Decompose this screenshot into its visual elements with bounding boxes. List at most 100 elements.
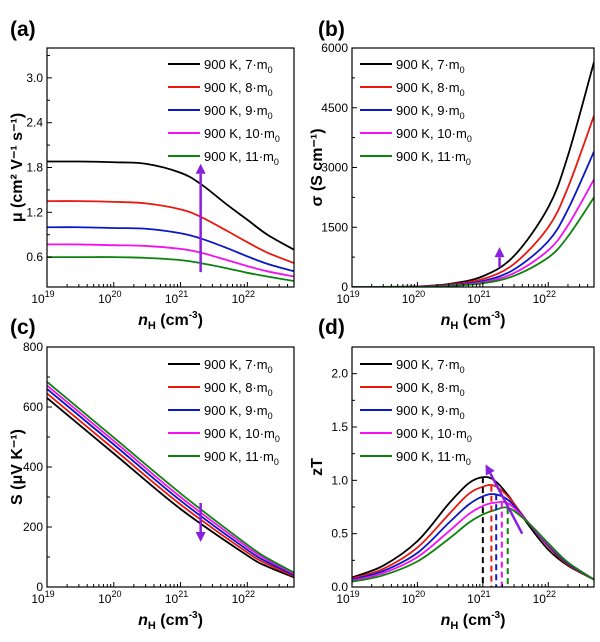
trend-arrow xyxy=(489,472,524,535)
y-tick-label: 3000 xyxy=(321,161,348,175)
legend: 900 K, 7·m0 900 K, 8·m0 900 K, 9·m0 900 K, … xyxy=(360,357,472,467)
y-tick-label: 0 xyxy=(36,580,43,594)
series-line-2 xyxy=(47,200,294,264)
series-group xyxy=(47,381,294,579)
y-axis-title: σ (S cm⁻¹) xyxy=(309,128,326,206)
series-line-3 xyxy=(47,388,294,576)
plot-frame xyxy=(351,47,595,288)
series-line-1 xyxy=(352,476,594,581)
y-tick-label: 200 xyxy=(23,520,43,534)
series-line-4 xyxy=(47,384,294,575)
panel-label: (a) xyxy=(10,18,36,41)
panel-a: (a) 1019 1020 1021 1022 0.6 1.2 1.8 2.4 3.0 nH (cm… xyxy=(9,18,295,332)
y-tick-label: 4500 xyxy=(321,101,348,115)
series-line-1 xyxy=(352,61,594,287)
legend: 900 K, 7·m0 900 K, 8·m0 900 K, 9·m0 900 K, … xyxy=(168,57,280,167)
y-tick-label: 1.0 xyxy=(331,473,348,487)
panel-label: (d) xyxy=(318,316,345,339)
y-tick-label: 0.0 xyxy=(331,580,348,594)
x-tick-label: 1019 xyxy=(31,289,54,306)
y-tick-label: 600 xyxy=(23,400,43,414)
series-line-1 xyxy=(47,397,294,579)
x-tick-label: 1019 xyxy=(31,589,54,606)
y-tick-label: 0 xyxy=(341,280,348,294)
y-tick-label: 800 xyxy=(23,340,43,354)
x-axis-title: nH (cm-3) xyxy=(441,610,506,632)
trend-arrow-head xyxy=(195,532,206,542)
legend-entry-2: 900 K, 8·m0 xyxy=(204,380,273,398)
panel-b: (b) 1019 1020 1021 1022 0 1500 3000 4500 6000 nH (… xyxy=(309,18,595,332)
x-tick-label: 1021 xyxy=(467,289,490,306)
y-axis-title: μ (cm² V⁻¹ s⁻¹) xyxy=(9,113,26,222)
legend-entry-5: 900 K, 11·m0 xyxy=(204,449,279,467)
series-line-5 xyxy=(352,506,594,583)
x-tick-label: 1022 xyxy=(533,589,556,606)
y-axis-title: zT xyxy=(309,458,326,476)
y-tick-label: 2.0 xyxy=(331,367,348,381)
x-tick-label: 1021 xyxy=(165,289,188,306)
y-tick-label: 1.5 xyxy=(331,420,348,434)
legend-entry-2: 900 K, 8·m0 xyxy=(396,380,465,398)
series-line-3 xyxy=(352,151,594,287)
series-group xyxy=(352,61,594,287)
series-line-5 xyxy=(47,256,294,282)
series-line-3 xyxy=(47,226,294,273)
x-tick-label: 1019 xyxy=(336,289,359,306)
x-axis-title: nH (cm-3) xyxy=(138,310,203,332)
trend-arrow-head xyxy=(485,464,495,476)
legend: 900 K, 7·m0 900 K, 8·m0 900 K, 9·m0 900 K, … xyxy=(168,357,280,467)
series-group xyxy=(352,476,594,583)
legend-entry-3: 900 K, 9·m0 xyxy=(396,103,465,121)
x-tick-label: 1019 xyxy=(336,589,359,606)
legend-entry-5: 900 K, 11·m0 xyxy=(204,149,279,167)
y-axis-title: S (μV K⁻¹) xyxy=(9,429,26,505)
trend-arrow-head xyxy=(494,247,505,258)
legend-entry-3: 900 K, 9·m0 xyxy=(204,103,273,121)
series-line-1 xyxy=(47,160,294,251)
series-line-5 xyxy=(47,381,294,574)
y-tick-label: 1.2 xyxy=(26,205,43,219)
legend-entry-1: 900 K, 7·m0 xyxy=(204,357,273,375)
y-tick-label: 3.0 xyxy=(26,71,43,85)
legend-entry-4: 900 K, 10·m0 xyxy=(204,426,280,444)
x-tick-label: 1021 xyxy=(165,589,188,606)
y-tick-label: 1500 xyxy=(321,220,348,234)
panel-c: (c) 1019 1020 1021 1022 0 200 400 600 800 nH (cm-3… xyxy=(9,316,295,632)
series-line-2 xyxy=(47,392,294,578)
legend-entry-1: 900 K, 7·m0 xyxy=(204,57,273,75)
trend-arrow-head xyxy=(195,163,206,174)
y-tick-label: 6000 xyxy=(321,41,348,55)
x-tick-label: 1020 xyxy=(98,589,121,606)
x-tick-label: 1021 xyxy=(467,589,490,606)
legend-entry-2: 900 K, 8·m0 xyxy=(204,80,273,98)
y-tick-label: 2.4 xyxy=(26,116,43,130)
x-axis-title: nH (cm-3) xyxy=(138,610,203,632)
legend-entry-5: 900 K, 11·m0 xyxy=(396,449,471,467)
x-tick-label: 1020 xyxy=(402,589,425,606)
legend-entry-4: 900 K, 10·m0 xyxy=(396,426,472,444)
x-tick-label: 1020 xyxy=(402,289,425,306)
panel-d: (d) 1019 1020 1021 1022 0.0 0.5 1.0 1.5 2.0 nH (cm… xyxy=(309,316,595,632)
x-axis-title: nH (cm-3) xyxy=(441,310,506,332)
series-line-2 xyxy=(352,483,594,581)
series-line-2 xyxy=(352,115,594,287)
legend-entry-1: 900 K, 7·m0 xyxy=(396,57,465,75)
series-line-4 xyxy=(47,243,294,278)
legend-entry-5: 900 K, 11·m0 xyxy=(396,149,471,167)
y-tick-label: 1.8 xyxy=(26,161,43,175)
x-tick-label: 1022 xyxy=(232,289,255,306)
legend-entry-3: 900 K, 9·m0 xyxy=(204,403,273,421)
legend: 900 K, 7·m0 900 K, 8·m0 900 K, 9·m0 900 K, … xyxy=(360,57,472,167)
legend-entry-1: 900 K, 7·m0 xyxy=(396,357,465,375)
y-tick-label: 400 xyxy=(23,460,43,474)
series-line-4 xyxy=(352,179,594,287)
legend-entry-2: 900 K, 8·m0 xyxy=(396,80,465,98)
panel-label: (b) xyxy=(318,18,345,41)
panel-label: (c) xyxy=(10,316,36,339)
series-group xyxy=(47,160,294,282)
y-tick-label: 0.5 xyxy=(331,527,348,541)
legend-entry-3: 900 K, 9·m0 xyxy=(396,403,465,421)
x-tick-label: 1022 xyxy=(533,289,556,306)
x-tick-label: 1022 xyxy=(232,589,255,606)
